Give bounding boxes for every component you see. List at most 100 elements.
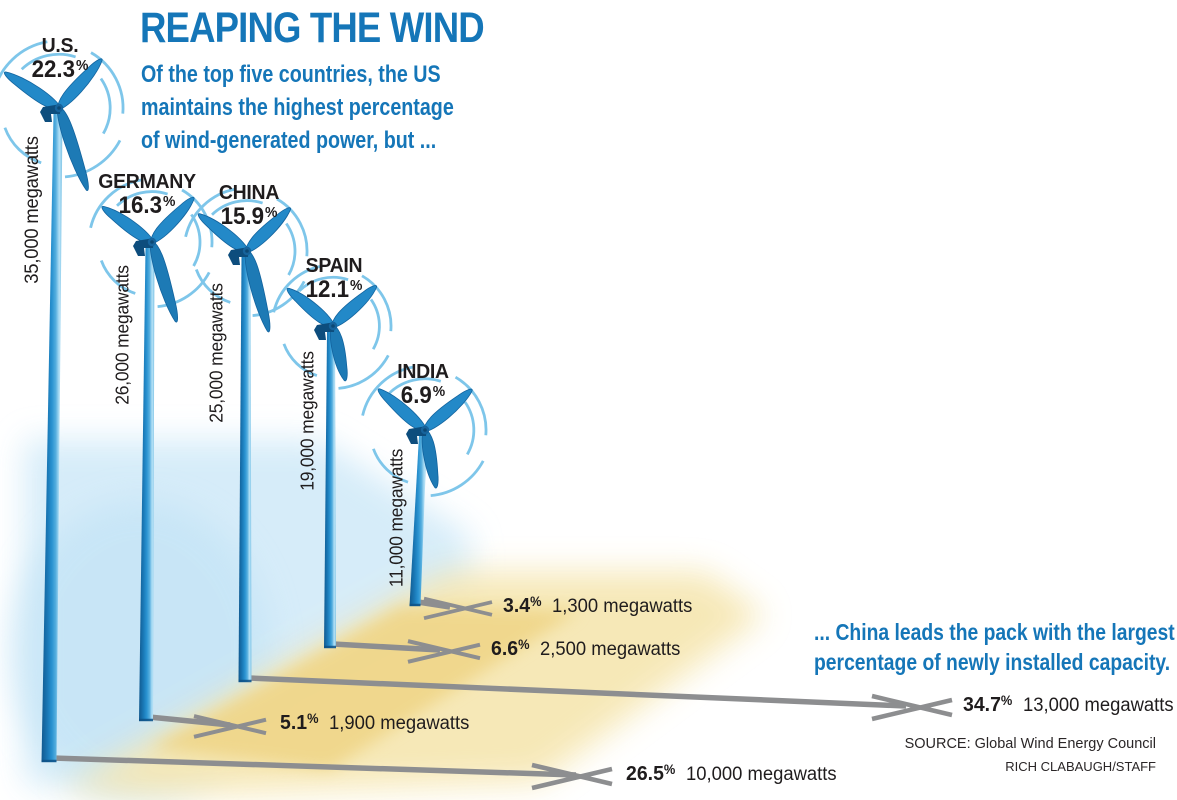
- subtitle-line: of wind-generated power, but ...: [141, 127, 437, 154]
- installed-share-pct: 22.3%: [31, 56, 89, 83]
- turbine-germany: [89, 178, 214, 722]
- new-capacity-megawatts: 10,000 megawatts: [685, 764, 837, 785]
- percent-sign: %: [264, 204, 278, 221]
- rotation-arc-icon: [0, 40, 48, 79]
- new-capacity-megawatts: 1,900 megawatts: [328, 713, 469, 734]
- installed-share-pct: 12.1%: [305, 276, 363, 303]
- installed-share-pct: 16.3%: [118, 192, 176, 219]
- fallen-turbine-blade-icon: [871, 693, 953, 718]
- percent-sign: %: [307, 711, 319, 726]
- rotation-arc-icon: [211, 199, 264, 216]
- installed-capacity-label-china: 25,000 megawatts: [206, 283, 227, 423]
- country-name: U.S.: [41, 34, 79, 57]
- installed-capacity-label-us: 35,000 megawatts: [22, 136, 43, 284]
- turbine-blade-icon: [286, 287, 336, 329]
- turbine-rotor: [361, 365, 488, 497]
- turbine-blade-icon: [244, 247, 271, 333]
- subtitle: Of the top five countries, the US mainta…: [141, 58, 454, 157]
- new-capacity-label-spain: 6.6% 2,500 megawatts: [491, 637, 684, 661]
- rotation-arc-icon: [157, 271, 211, 308]
- turbine-blade-icon: [197, 213, 250, 254]
- percent-sign: %: [1000, 693, 1013, 708]
- turbine-tower: [139, 248, 155, 721]
- new-capacity-megawatts: 13,000 megawatts: [1022, 695, 1174, 716]
- rotation-arc-icon: [116, 190, 169, 207]
- turbine-blade-icon: [330, 285, 378, 329]
- rotation-arc-icon: [194, 268, 231, 304]
- turbine-tower: [324, 332, 336, 648]
- turbine-rotor: [0, 40, 125, 192]
- percent-sign: %: [349, 277, 363, 294]
- rotation-arc-icon: [430, 460, 485, 497]
- turbine-blade-icon: [329, 322, 348, 382]
- page-title: REAPING THE WIND: [140, 4, 485, 52]
- rotation-arc-icon: [369, 298, 381, 350]
- callout-line: percentage of newly installed capacity.: [814, 649, 1171, 675]
- country-label-spain: SPAIN 12.1%: [259, 254, 409, 304]
- rotation-arc-icon: [3, 127, 42, 165]
- china-callout: ... China leads the pack with the larges…: [814, 617, 1175, 677]
- turbine-rotor: [184, 187, 309, 333]
- installed-capacity-label-india: 11,000 megawatts: [386, 448, 407, 588]
- rotation-arc-icon: [388, 377, 442, 395]
- fallen-turbine-blade-icon: [423, 596, 493, 617]
- rotation-arc-icon: [298, 275, 349, 293]
- turbine-tower: [409, 436, 427, 606]
- rotation-arc-icon: [99, 259, 136, 295]
- new-capacity-label-india: 3.4% 1,300 megawatts: [503, 594, 696, 618]
- rotation-arc-icon: [282, 343, 318, 377]
- country-name: GERMANY: [98, 170, 196, 193]
- turbine-china: [184, 187, 309, 683]
- fallen-turbine-blade-icon: [193, 714, 267, 736]
- turbine-blade-icon: [101, 205, 155, 245]
- fallen-turbine-blade-icon: [531, 766, 613, 791]
- new-capacity-megawatts: 2,500 megawatts: [539, 639, 680, 660]
- turbine-blade-icon: [3, 71, 63, 111]
- fallen-turbine-blade-icon: [193, 717, 267, 739]
- percent-sign: %: [530, 594, 542, 609]
- country-label-china: CHINA 15.9%: [174, 181, 324, 231]
- percent-sign: %: [75, 57, 89, 74]
- turbine-us: [0, 40, 125, 763]
- turbine-blade-icon: [377, 388, 428, 433]
- rotation-arc-icon: [89, 178, 142, 229]
- subtitle-line: Of the top five countries, the US: [141, 61, 441, 88]
- fallen-turbine-blade-icon: [407, 642, 481, 664]
- rotation-arc-icon: [90, 51, 125, 114]
- turbine-rotor: [89, 178, 214, 323]
- country-name: INDIA: [397, 360, 449, 383]
- fallen-turbine-blade-icon: [531, 762, 613, 787]
- rotation-arc-icon: [372, 448, 409, 484]
- shadow-line-india: [417, 596, 493, 621]
- new-capacity-label-germany: 5.1% 1,900 megawatts: [280, 711, 473, 735]
- percent-sign: %: [162, 193, 176, 210]
- turbine-blade-icon: [244, 207, 291, 254]
- country-label-germany: GERMANY 16.3%: [72, 170, 222, 220]
- installed-share-pct: 15.9%: [220, 203, 278, 230]
- subtitle-line: maintains the highest percentage: [141, 94, 454, 121]
- new-capacity-megawatts: 1,300 megawatts: [551, 596, 692, 617]
- installed-share-pct: 6.9%: [400, 382, 446, 409]
- rotation-arc-icon: [184, 187, 237, 238]
- new-capacity-label-china: 34.7% 13,000 megawatts: [963, 693, 1177, 717]
- rotation-arc-icon: [454, 375, 488, 436]
- rotation-arc-icon: [285, 222, 297, 276]
- shadow-line-us: [51, 755, 613, 791]
- fallen-turbine-blade-icon: [423, 600, 493, 621]
- percent-sign: %: [432, 383, 446, 400]
- percent-sign: %: [663, 762, 676, 777]
- rotation-arc-icon: [272, 264, 323, 313]
- shadow-line-china: [247, 675, 953, 722]
- installed-capacity-label-spain: 19,000 megawatts: [297, 351, 318, 491]
- source-credit: SOURCE: Global Wind Energy Council: [904, 736, 1156, 752]
- turbine-blade-icon: [422, 388, 473, 433]
- new-share-pct: 26.5%: [626, 762, 676, 785]
- new-share-pct: 34.7%: [963, 693, 1013, 716]
- turbine-blade-icon: [56, 58, 103, 111]
- turbine-spain: [272, 264, 393, 649]
- installed-capacity-label-germany: 26,000 megawatts: [112, 265, 133, 405]
- fallen-turbine-blade-icon: [871, 697, 953, 722]
- rotation-arc-icon: [463, 401, 476, 456]
- shadow-line-spain: [332, 639, 481, 664]
- rotation-arc-icon: [64, 139, 122, 179]
